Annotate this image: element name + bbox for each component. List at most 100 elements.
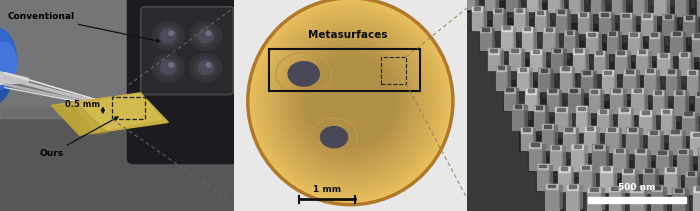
Bar bbox=[616, 149, 622, 152]
Bar bbox=[547, 0, 564, 13]
Bar bbox=[652, 33, 657, 36]
Circle shape bbox=[169, 63, 174, 67]
Bar bbox=[480, 28, 491, 32]
Text: 500 nm: 500 nm bbox=[618, 183, 656, 192]
Bar bbox=[566, 80, 584, 113]
Bar bbox=[661, 109, 672, 134]
Bar bbox=[552, 146, 559, 149]
Bar bbox=[645, 169, 652, 172]
Bar bbox=[528, 89, 534, 92]
Bar bbox=[686, 16, 692, 19]
Bar bbox=[697, 172, 700, 192]
Bar bbox=[504, 87, 515, 110]
Bar bbox=[591, 0, 601, 13]
Bar bbox=[567, 185, 578, 189]
Bar bbox=[600, 110, 606, 113]
Bar bbox=[621, 187, 624, 210]
Bar bbox=[538, 61, 554, 92]
Bar bbox=[687, 70, 697, 75]
Bar bbox=[503, 9, 506, 28]
Bar bbox=[636, 149, 647, 154]
Bar bbox=[592, 145, 606, 172]
Polygon shape bbox=[75, 94, 161, 131]
Bar bbox=[653, 15, 656, 32]
Bar bbox=[699, 46, 700, 77]
Bar bbox=[631, 187, 643, 192]
Polygon shape bbox=[51, 93, 168, 135]
Bar bbox=[662, 110, 671, 114]
Bar bbox=[593, 43, 609, 74]
Bar bbox=[573, 48, 585, 72]
Bar bbox=[585, 49, 587, 70]
Bar bbox=[682, 112, 695, 135]
Bar bbox=[695, 16, 698, 34]
Bar bbox=[500, 49, 503, 68]
Bar bbox=[588, 197, 686, 203]
Bar bbox=[508, 66, 510, 88]
Bar bbox=[578, 13, 589, 18]
Bar bbox=[564, 23, 579, 53]
Bar bbox=[685, 91, 688, 113]
Bar bbox=[641, 14, 653, 35]
Circle shape bbox=[153, 22, 184, 50]
Bar bbox=[563, 49, 566, 69]
Bar bbox=[584, 145, 587, 169]
Bar bbox=[695, 113, 698, 133]
Bar bbox=[632, 0, 648, 16]
Bar bbox=[540, 116, 558, 151]
Bar bbox=[503, 80, 519, 111]
Bar bbox=[512, 49, 518, 52]
Bar bbox=[671, 31, 682, 55]
Bar bbox=[599, 159, 617, 193]
Bar bbox=[596, 51, 602, 54]
Bar bbox=[566, 184, 579, 211]
Bar bbox=[535, 10, 546, 31]
Bar bbox=[698, 148, 700, 175]
Bar bbox=[518, 68, 528, 72]
Bar bbox=[666, 69, 677, 95]
Bar bbox=[589, 0, 605, 14]
Bar bbox=[575, 31, 578, 50]
Bar bbox=[621, 108, 627, 111]
Bar bbox=[598, 33, 601, 51]
Circle shape bbox=[153, 53, 184, 82]
Ellipse shape bbox=[288, 62, 319, 86]
Bar bbox=[514, 105, 521, 108]
Bar bbox=[544, 176, 563, 211]
Bar bbox=[583, 119, 600, 153]
Bar bbox=[618, 32, 621, 51]
Bar bbox=[682, 112, 694, 117]
Bar bbox=[660, 34, 663, 53]
Bar bbox=[463, 0, 475, 9]
Bar bbox=[542, 124, 554, 150]
Ellipse shape bbox=[305, 56, 395, 147]
Bar bbox=[678, 45, 694, 76]
Bar bbox=[524, 81, 540, 111]
Bar bbox=[474, 7, 480, 10]
Bar bbox=[557, 10, 566, 15]
Bar bbox=[509, 48, 521, 70]
Bar bbox=[569, 0, 580, 13]
Bar bbox=[510, 49, 520, 53]
Bar bbox=[631, 33, 637, 36]
Circle shape bbox=[169, 31, 174, 35]
Bar bbox=[603, 70, 613, 75]
Bar bbox=[531, 143, 539, 146]
Bar bbox=[690, 132, 700, 155]
Bar bbox=[674, 0, 690, 17]
Bar bbox=[675, 189, 682, 192]
Bar bbox=[631, 88, 644, 114]
Bar bbox=[538, 11, 543, 14]
Bar bbox=[642, 111, 649, 114]
Bar bbox=[550, 69, 553, 89]
Bar bbox=[584, 24, 602, 54]
Ellipse shape bbox=[256, 6, 444, 196]
Bar bbox=[678, 149, 688, 154]
Bar bbox=[644, 89, 647, 111]
Bar bbox=[544, 124, 551, 127]
Bar bbox=[512, 104, 524, 130]
Bar bbox=[666, 168, 674, 171]
Bar bbox=[661, 7, 678, 36]
Bar bbox=[556, 9, 567, 32]
Bar bbox=[559, 185, 561, 208]
